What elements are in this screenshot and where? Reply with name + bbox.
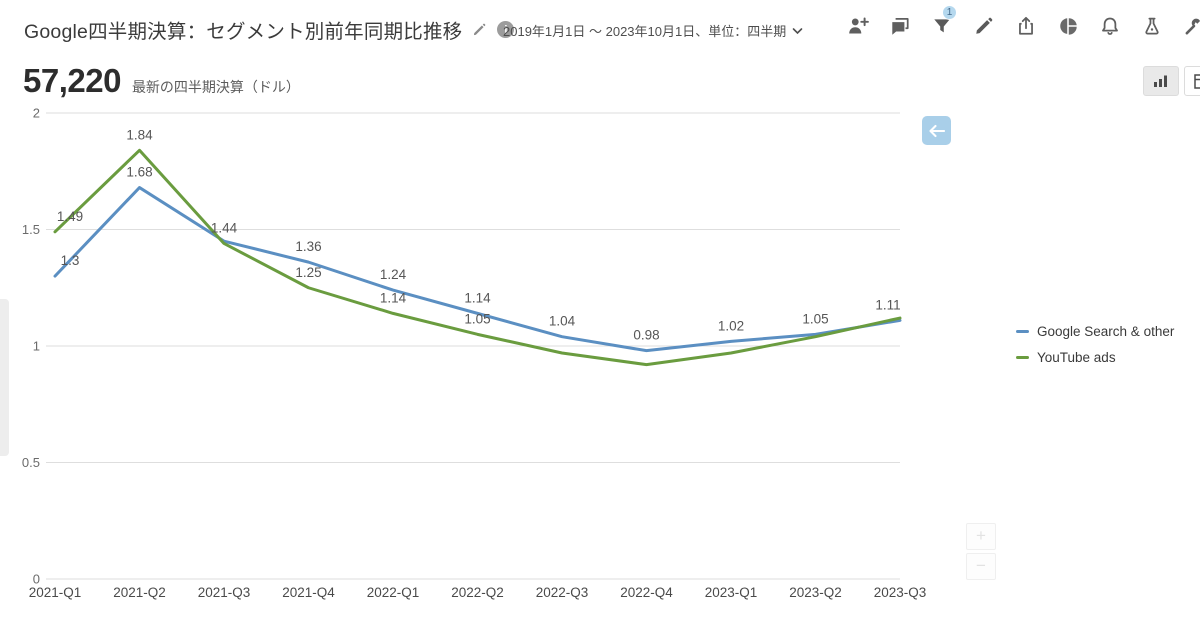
svg-text:2021-Q4: 2021-Q4 — [282, 585, 335, 600]
svg-text:0: 0 — [33, 572, 40, 587]
legend-item-youtube-ads[interactable]: YouTube ads — [1016, 348, 1174, 367]
zoom-in-button[interactable]: + — [966, 523, 996, 550]
svg-text:1.36: 1.36 — [295, 239, 321, 254]
svg-text:1.84: 1.84 — [126, 127, 153, 142]
view-chart-button[interactable] — [1143, 66, 1179, 96]
svg-text:1.25: 1.25 — [295, 265, 321, 280]
edit-icon — [976, 17, 993, 34]
add-user-icon — [849, 17, 869, 34]
svg-text:1.44: 1.44 — [211, 220, 238, 235]
svg-text:1.24: 1.24 — [380, 267, 407, 282]
svg-text:2023-Q3: 2023-Q3 — [874, 585, 927, 600]
add-user-button[interactable] — [846, 14, 870, 38]
date-range-selector[interactable]: 2019年1月1日 〜 2023年10月1日、単位：四半期 — [503, 21, 803, 40]
svg-text:2023-Q2: 2023-Q2 — [789, 585, 842, 600]
toolbar: 1 — [846, 5, 1200, 38]
series-color-swatch — [1016, 330, 1029, 333]
svg-text:1.68: 1.68 — [126, 165, 152, 180]
pie-chart-button[interactable] — [1056, 14, 1080, 38]
svg-text:1: 1 — [33, 339, 40, 354]
chevron-down-icon — [792, 27, 803, 34]
wrench-icon — [1185, 18, 1200, 35]
svg-text:1.11: 1.11 — [875, 297, 900, 312]
info-icon[interactable]: i — [497, 21, 515, 38]
svg-text:1.04: 1.04 — [549, 314, 576, 329]
notifications-button[interactable] — [1098, 14, 1122, 38]
bar-chart-icon — [1153, 75, 1167, 87]
svg-text:1.14: 1.14 — [464, 290, 491, 305]
date-range-label: 2019年1月1日 〜 2023年10月1日、単位：四半期 — [503, 24, 787, 39]
page-title: Google四半期決算：セグメント別前年同期比推移 — [24, 21, 463, 43]
flask-icon — [1145, 17, 1159, 35]
comments-icon — [892, 17, 909, 35]
share-button[interactable] — [1014, 14, 1038, 38]
svg-text:1.3: 1.3 — [61, 253, 80, 268]
kpi: 57,220 最新の四半期決算（ドル） — [23, 62, 300, 100]
kpi-value: 57,220 — [23, 62, 121, 99]
filter-badge: 1 — [942, 5, 957, 20]
pie-chart-icon — [1060, 18, 1077, 35]
line-chart: 0 0.5 1 1.5 2 2021-Q1 2021-Q2 2021-Q3 2021-Q4 202… — [22, 106, 927, 601]
chart-legend: Google Search & other YouTube ads — [1016, 322, 1174, 374]
svg-text:1.14: 1.14 — [380, 290, 407, 305]
svg-text:2022-Q2: 2022-Q2 — [451, 585, 504, 600]
svg-text:1.05: 1.05 — [802, 311, 828, 326]
svg-text:2021-Q3: 2021-Q3 — [198, 585, 251, 600]
kpi-label: 最新の四半期決算（ドル） — [131, 79, 300, 95]
collapse-panel-button[interactable] — [922, 116, 951, 145]
share-icon — [1019, 16, 1033, 35]
view-table-button[interactable] — [1184, 66, 1200, 96]
zoom-out-button[interactable]: − — [966, 553, 996, 580]
svg-text:2022-Q3: 2022-Q3 — [536, 585, 589, 600]
header: Google四半期決算：セグメント別前年同期比推移 i — [24, 15, 515, 44]
svg-text:2022-Q4: 2022-Q4 — [620, 585, 673, 600]
svg-text:2022-Q1: 2022-Q1 — [367, 585, 420, 600]
legend-label: YouTube ads — [1037, 350, 1116, 365]
tools-button[interactable] — [1182, 14, 1200, 38]
series-color-swatch — [1016, 356, 1029, 359]
lab-button[interactable] — [1140, 14, 1164, 38]
legend-label: Google Search & other — [1037, 324, 1175, 339]
legend-item-google-search[interactable]: Google Search & other — [1016, 322, 1174, 341]
svg-text:2023-Q1: 2023-Q1 — [705, 585, 758, 600]
svg-text:2: 2 — [33, 106, 40, 121]
svg-text:1.5: 1.5 — [22, 222, 40, 237]
left-scrollbar-handle[interactable] — [0, 299, 9, 456]
svg-text:1.49: 1.49 — [57, 209, 83, 224]
svg-text:2021-Q2: 2021-Q2 — [113, 585, 166, 600]
filter-button[interactable]: 1 — [930, 5, 957, 38]
svg-text:1.02: 1.02 — [718, 318, 744, 333]
edit-title-icon[interactable] — [472, 22, 487, 37]
bell-icon — [1102, 17, 1118, 35]
comments-button[interactable] — [888, 14, 912, 38]
filter-icon — [934, 19, 950, 33]
edit-button[interactable] — [972, 14, 996, 38]
arrow-left-icon — [929, 124, 945, 137]
svg-text:2021-Q1: 2021-Q1 — [29, 585, 82, 600]
svg-text:0.5: 0.5 — [22, 455, 40, 470]
svg-text:0.98: 0.98 — [633, 328, 659, 343]
table-icon — [1193, 73, 1200, 89]
svg-text:1.05: 1.05 — [464, 311, 490, 326]
